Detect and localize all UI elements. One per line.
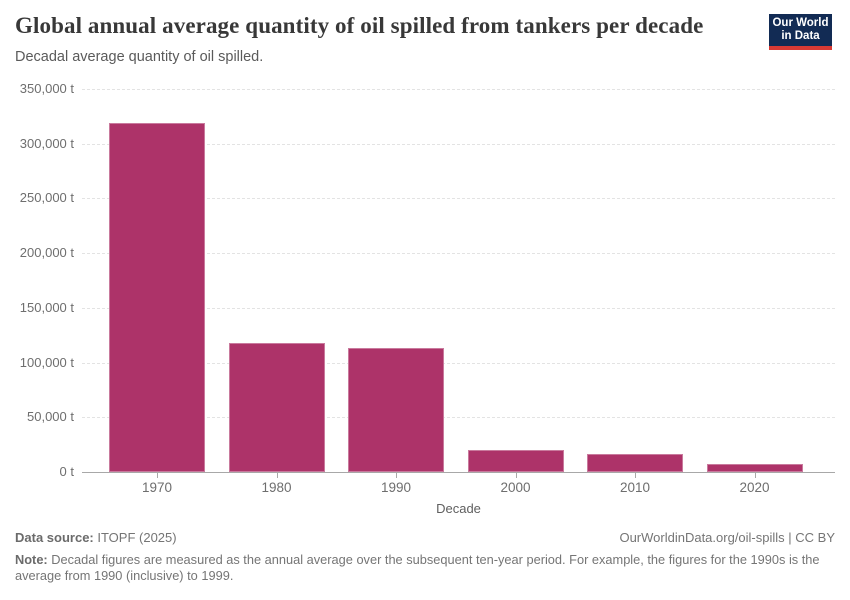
page-title: Global annual average quantity of oil sp… [15, 13, 704, 38]
gridline [82, 417, 835, 419]
y-tick-label: 300,000 t [19, 135, 74, 151]
note-text: Note: Decadal figures are measured as th… [15, 552, 827, 584]
data-source-label: Data source: [15, 530, 94, 545]
bar-1980[interactable] [228, 342, 325, 472]
note-value: Decadal figures are measured as the annu… [15, 552, 820, 583]
bar-2000[interactable] [467, 450, 564, 472]
owid-logo[interactable]: Our World in Data [769, 14, 832, 50]
x-axis-tick [635, 472, 636, 478]
bar-2010[interactable] [587, 454, 683, 472]
y-tick-label: 0 t [59, 464, 74, 479]
gridline [82, 198, 835, 200]
data-source-line: Data source: ITOPF (2025) [15, 530, 177, 545]
x-tick-label: 1970 [141, 480, 173, 495]
data-source-value: ITOPF (2025) [93, 530, 177, 545]
x-axis-tick [276, 472, 278, 478]
gridline [82, 89, 835, 90]
gridline [82, 362, 835, 364]
bar-1990[interactable] [348, 348, 444, 472]
x-tick-label: 2020 [739, 480, 770, 495]
x-tick-label: 2000 [500, 480, 531, 495]
note-label: Note: [15, 552, 48, 567]
x-axis-title: Decade [436, 501, 481, 516]
x-tick-label: 2010 [619, 480, 651, 495]
x-tick-label: 1990 [380, 480, 412, 495]
owid-logo-line1: Our World [772, 16, 829, 29]
y-tick-label: 50,000 t [27, 409, 74, 425]
y-tick-label: 150,000 t [19, 299, 74, 315]
bar-2020[interactable] [706, 464, 803, 472]
x-axis-tick [515, 472, 517, 478]
bar-1970[interactable] [109, 122, 205, 472]
gridline [82, 307, 835, 309]
x-tick-label: 1980 [261, 480, 292, 495]
gridline [82, 253, 835, 255]
gridline [82, 143, 835, 145]
y-tick-label: 100,000 t [19, 354, 74, 370]
y-tick-label: 200,000 t [19, 245, 74, 261]
y-tick-label: 250,000 t [19, 190, 74, 206]
rights-link[interactable]: OurWorldinData.org/oil-spills | CC BY [619, 530, 835, 545]
x-axis-tick [754, 472, 756, 478]
x-axis-tick [157, 472, 158, 478]
x-axis-tick [396, 472, 397, 478]
x-axis-line [82, 472, 835, 473]
y-tick-label: 350,000 t [19, 81, 74, 96]
owid-logo-line2: in Data [781, 30, 820, 42]
chart-subtitle: Decadal average quantity of oil spilled. [15, 49, 264, 65]
